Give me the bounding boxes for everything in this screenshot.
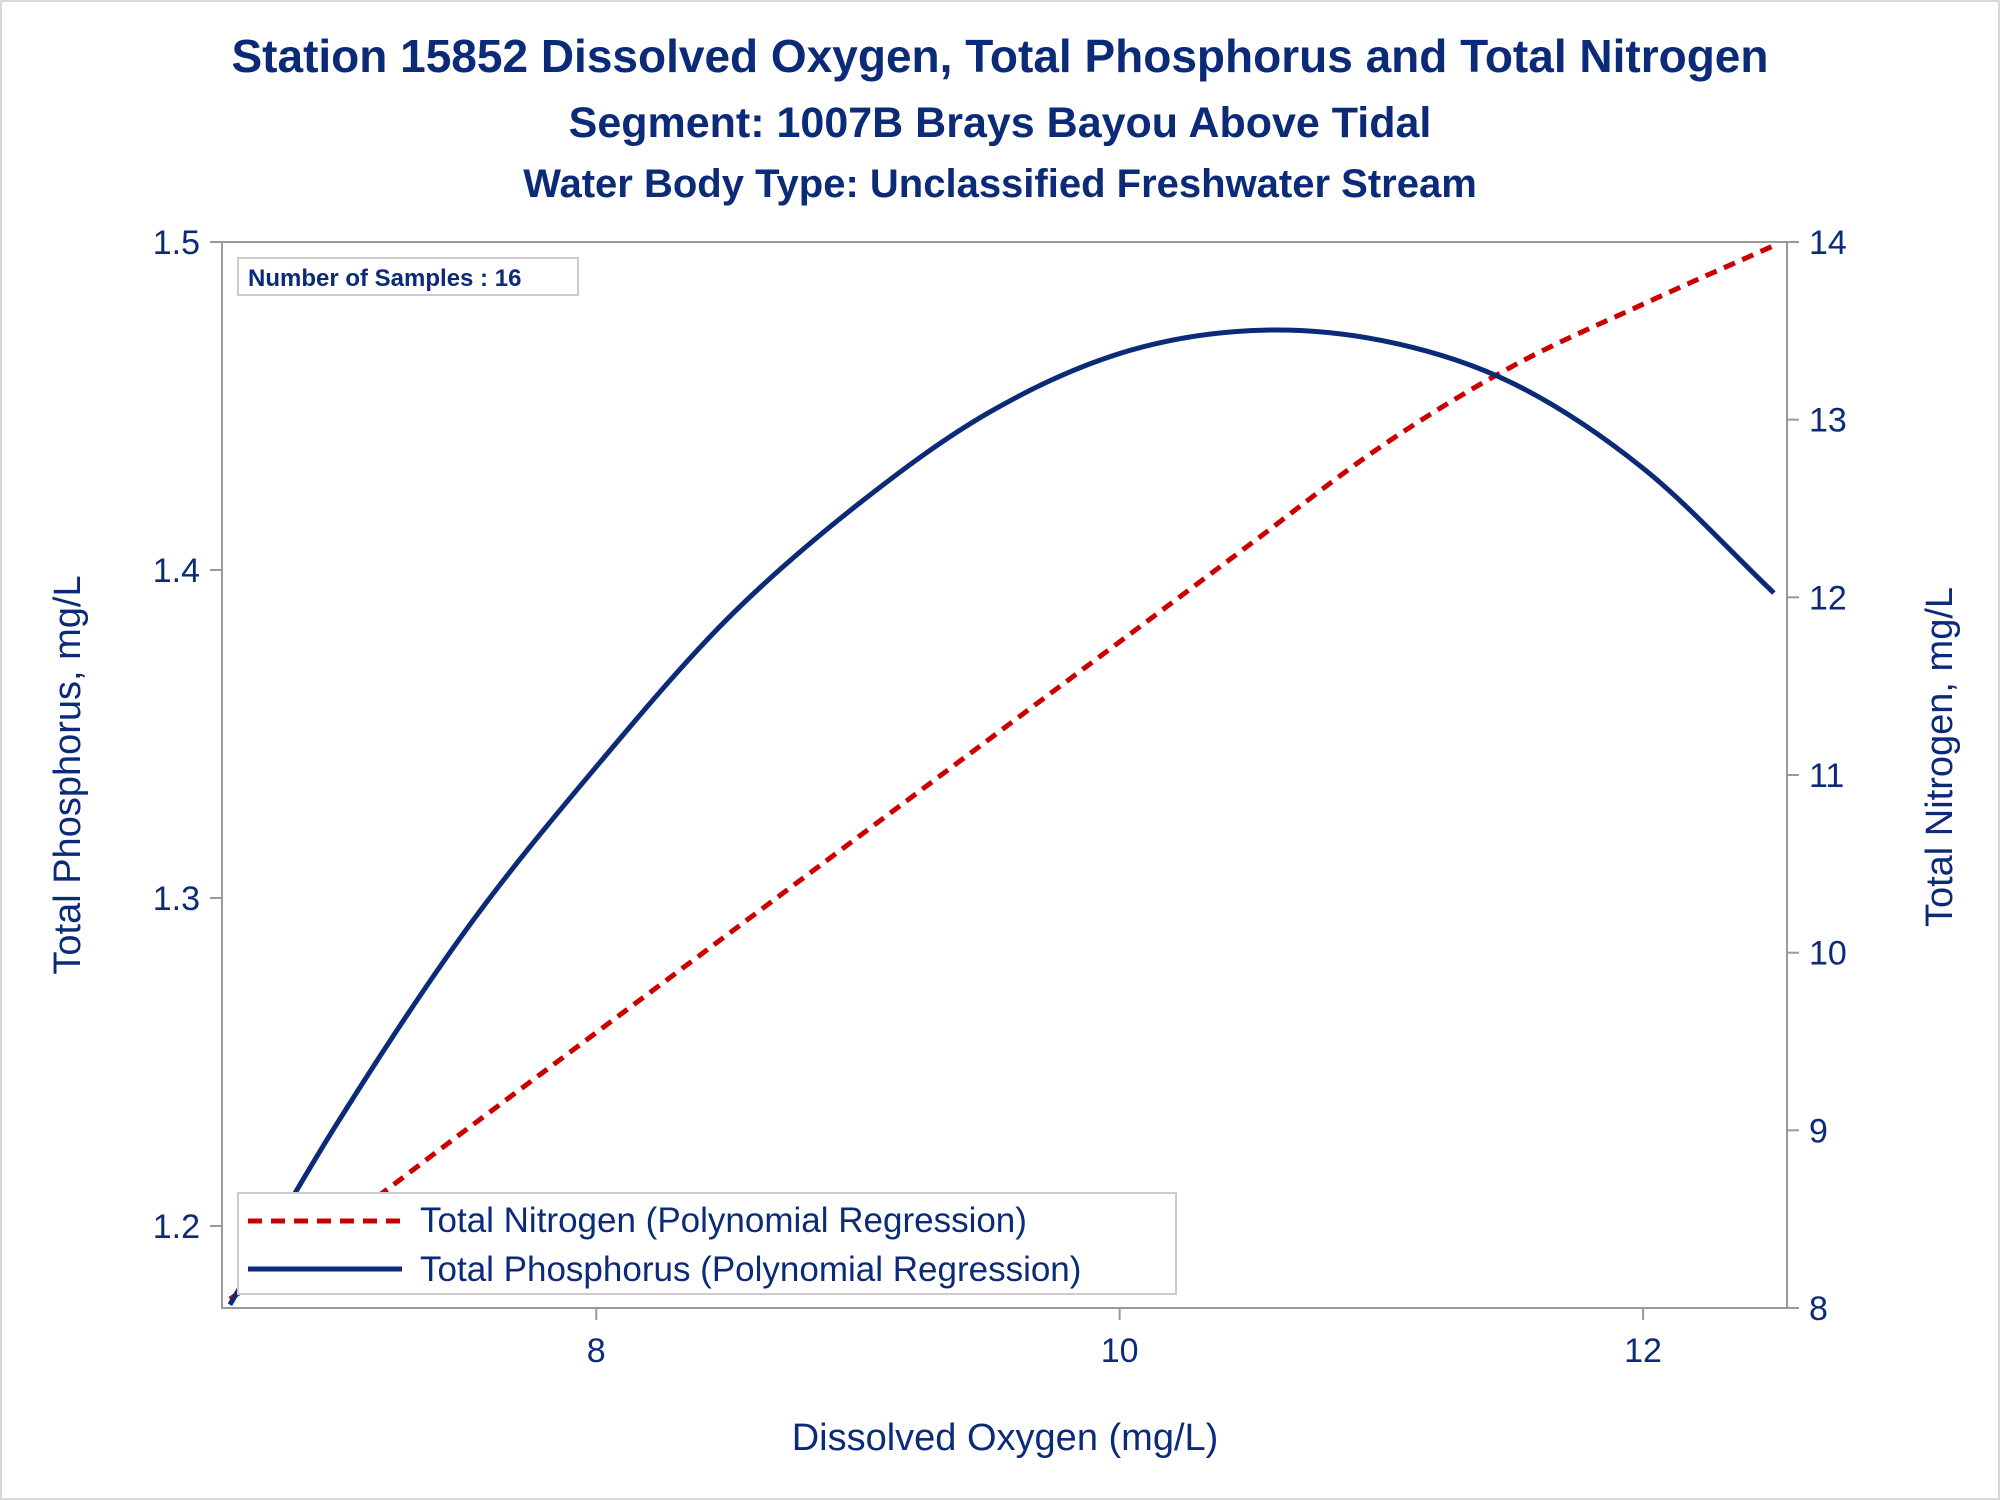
series-layer [227, 243, 1776, 1306]
series-line-phosphorus [227, 327, 1776, 1306]
x-axis: 8 10 12 [587, 1308, 1662, 1370]
plot-area [221, 241, 1788, 1309]
x-tick-label: 10 [1101, 1332, 1139, 1370]
y-right-tick-label: 8 [1809, 1290, 1828, 1328]
sample-note-box [237, 257, 579, 296]
y-right-tick-label: 13 [1809, 402, 1847, 440]
y-left-tick-label: 1.3 [153, 880, 200, 918]
legend-label-phosphorus: Total Phosphorus (Polynomial Regression) [420, 1250, 1081, 1289]
y-axis-left: 1.2 1.3 1.4 1.5 [153, 224, 222, 1246]
legend: Total Nitrogen (Polynomial Regression) T… [237, 1192, 1177, 1295]
y-right-tick-label: 10 [1809, 935, 1847, 973]
x-tick-label: 12 [1624, 1332, 1662, 1370]
y-right-tick-label: 12 [1809, 579, 1847, 617]
legend-box [237, 1192, 1177, 1295]
x-tick-label: 8 [587, 1332, 606, 1370]
y-axis-left-label: Total Phosphorus, mg/L [47, 575, 89, 974]
y-left-tick-label: 1.2 [153, 1208, 200, 1246]
y-right-tick-label: 14 [1809, 224, 1847, 262]
y-axis-right: 8 9 10 11 12 13 14 [1787, 224, 1847, 1328]
y-left-tick-label: 1.5 [153, 224, 200, 262]
chart-subtitle: Segment: 1007B Brays Bayou Above Tidal [569, 99, 1432, 147]
y-right-tick-label: 9 [1809, 1112, 1828, 1150]
series-line-nitrogen [228, 243, 1775, 1302]
sample-note: Number of Samples : 16 [248, 265, 521, 292]
chart-subtitle-2: Water Body Type: Unclassified Freshwater… [523, 162, 1477, 206]
legend-label-nitrogen: Total Nitrogen (Polynomial Regression) [420, 1201, 1027, 1240]
y-right-tick-label: 11 [1809, 757, 1844, 795]
x-axis-label: Dissolved Oxygen (mg/L) [792, 1417, 1219, 1459]
y-left-tick-label: 1.4 [153, 552, 200, 590]
chart-title: Station 15852 Dissolved Oxygen, Total Ph… [231, 30, 1768, 82]
y-axis-right-label: Total Nitrogen, mg/L [1919, 587, 1961, 927]
